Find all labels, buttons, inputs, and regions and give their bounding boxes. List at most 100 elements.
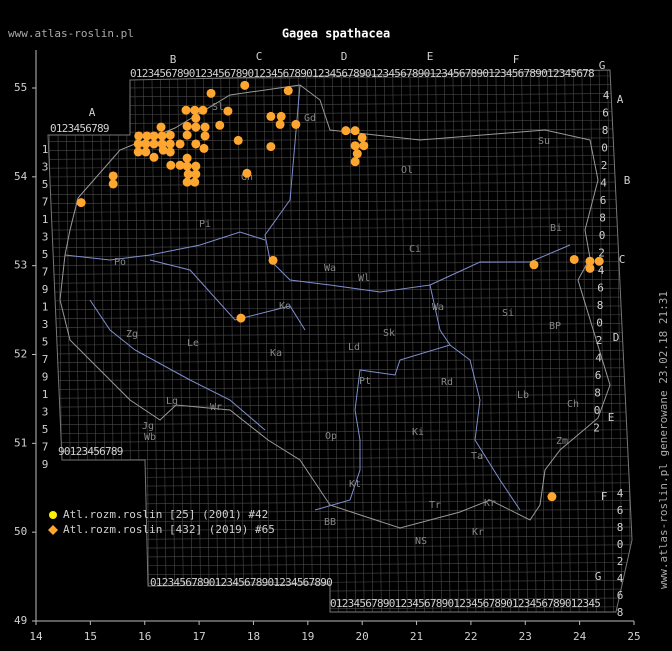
- record-point: [357, 133, 367, 143]
- grid-digit: 7: [42, 196, 49, 209]
- grid-digit: 1: [42, 301, 49, 314]
- grid-digit: 9: [42, 283, 49, 296]
- grid-line: [48, 190, 632, 196]
- region-label: Sl: [212, 102, 224, 113]
- grid-line: [366, 70, 374, 612]
- region-label: Si: [502, 308, 514, 319]
- grid-line: [48, 411, 632, 417]
- grid-line: [48, 420, 632, 426]
- x-tick-label: 21: [410, 630, 423, 643]
- grid-digit: 0: [599, 229, 606, 242]
- x-tick-label: 20: [356, 630, 369, 643]
- region-label: Wa: [324, 263, 336, 274]
- record-point: [108, 179, 118, 189]
- region-label: Wr: [210, 402, 222, 413]
- record-point: [350, 157, 360, 167]
- grid-digit: 4: [595, 352, 602, 365]
- grid-digit: 1: [42, 213, 49, 226]
- grid-line: [194, 70, 202, 612]
- region-label: Lg: [166, 396, 178, 407]
- x-tick-label: 18: [247, 630, 260, 643]
- record-point: [359, 141, 369, 151]
- grid-letter: E: [608, 411, 615, 424]
- grid-letter: D: [341, 50, 348, 63]
- region-label: Ka: [270, 348, 282, 359]
- grid-line: [555, 70, 563, 612]
- region-label: Rd: [441, 377, 453, 388]
- record-point: [141, 139, 151, 149]
- region-label: Wl: [358, 273, 370, 284]
- grid-line: [495, 70, 503, 612]
- x-tick-label: 14: [29, 630, 43, 643]
- record-point: [236, 313, 246, 323]
- record-point: [191, 139, 201, 149]
- grid-digit: 4: [600, 177, 607, 190]
- grid-line: [280, 70, 288, 612]
- grid-line: [383, 70, 391, 612]
- grid-digit: 0: [617, 538, 624, 551]
- record-point: [149, 131, 159, 141]
- region-label: NS: [415, 536, 427, 547]
- record-point: [149, 152, 159, 162]
- region-label: Kr: [472, 527, 484, 538]
- grid-line: [263, 70, 270, 612]
- grid-line: [48, 243, 632, 249]
- grid-digit: 2: [617, 555, 624, 568]
- grid-line: [323, 70, 331, 612]
- record-point: [175, 139, 185, 149]
- grid-line: [48, 447, 632, 452]
- grid-digit: 8: [617, 606, 624, 619]
- grid-line: [48, 163, 632, 169]
- x-tick-label: 15: [84, 630, 97, 643]
- grid-line: [48, 84, 632, 89]
- record-point: [198, 105, 208, 115]
- grid-line: [48, 287, 632, 293]
- grid-line: [48, 429, 632, 435]
- grid-digit: 2: [598, 247, 605, 260]
- record-point: [149, 139, 159, 149]
- grid-line: [48, 101, 632, 107]
- grid-letter: F: [513, 53, 520, 66]
- grid-digit: 1: [42, 388, 49, 401]
- grid-line: [48, 208, 632, 213]
- y-tick-label: 49: [14, 614, 27, 627]
- record-point: [352, 149, 362, 159]
- grid-line: [504, 70, 511, 612]
- record-point: [594, 256, 604, 266]
- grid-digit: 8: [594, 387, 601, 400]
- grid-digits: 0123456789012345678901234567890123456789…: [130, 67, 594, 80]
- region-label: Bi: [550, 223, 562, 234]
- record-point: [569, 254, 579, 264]
- grid-digit: 8: [617, 521, 624, 534]
- grid-line: [48, 110, 632, 116]
- record-point: [190, 177, 200, 187]
- grid-line: [48, 314, 632, 319]
- grid-line: [314, 70, 322, 612]
- grid-digit: 6: [617, 504, 624, 517]
- record-point: [133, 147, 143, 157]
- grid-digit: 0: [601, 142, 608, 155]
- grid-digit: 8: [597, 299, 604, 312]
- grid-digit: 3: [42, 406, 49, 419]
- y-tick-label: 52: [14, 348, 27, 361]
- region-label: Ld: [348, 342, 360, 353]
- grid-digit: 7: [42, 266, 49, 279]
- grid-line: [48, 376, 632, 381]
- grid-digit: 0: [594, 404, 601, 417]
- record-point: [215, 120, 225, 130]
- x-tick-label: 16: [138, 630, 151, 643]
- region-label: BP: [549, 321, 561, 332]
- region-label: Gd: [304, 113, 316, 124]
- y-tick-label: 51: [14, 436, 27, 449]
- region-label: Le: [187, 338, 199, 349]
- record-point: [350, 141, 360, 151]
- grid-digit: 3: [42, 231, 49, 244]
- grid-line: [177, 70, 184, 612]
- x-tick-label: 24: [573, 630, 587, 643]
- grid-line: [228, 70, 236, 612]
- grid-line: [469, 70, 477, 612]
- grid-digit: 2: [593, 422, 600, 435]
- region-label: Op: [325, 431, 337, 442]
- grid-line: [452, 70, 460, 612]
- grid-line: [486, 70, 494, 612]
